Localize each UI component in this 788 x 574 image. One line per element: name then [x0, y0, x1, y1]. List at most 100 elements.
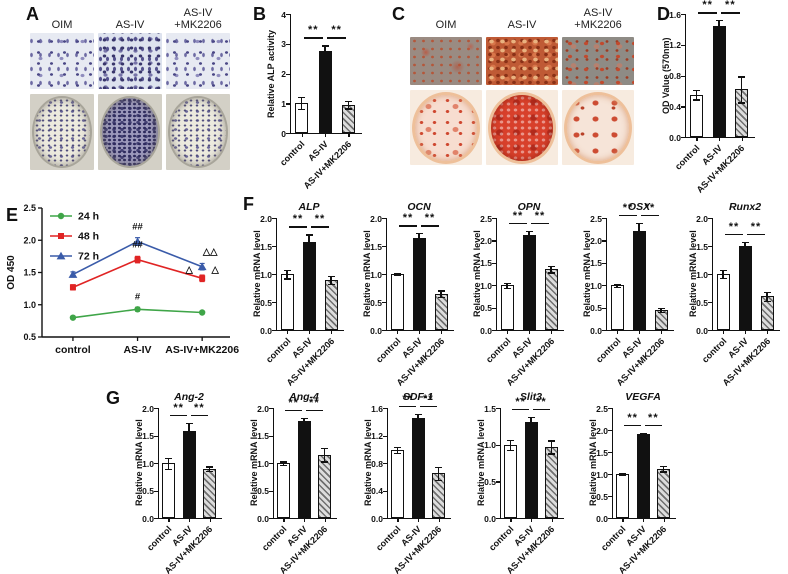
panel-e-label: E — [6, 205, 19, 225]
circle-marker-icon — [69, 314, 77, 321]
vegfa-mrna-chart: VEGFA Relative mRNA level 0.0 0.5 1.0 1.5 2.0 2… — [566, 370, 680, 574]
x-tick — [301, 133, 303, 137]
well-alizarin-asiv — [486, 90, 558, 165]
sig-label: ** — [173, 401, 184, 414]
y-tick — [608, 518, 612, 520]
error-bar — [530, 416, 532, 428]
error-bar-cap — [279, 464, 287, 466]
error-bar — [550, 265, 552, 273]
y-tick — [602, 240, 606, 242]
x-tick — [741, 137, 743, 141]
panel-d-label: D — [657, 4, 670, 24]
y-tick-label: 0.5 — [484, 476, 496, 487]
y-tick-label: 2.0 — [260, 213, 272, 224]
error-bar-cap — [741, 249, 749, 252]
x-tick — [283, 518, 285, 522]
error-bar — [208, 466, 211, 471]
sig-label: ** — [194, 401, 205, 414]
sig-bracket — [533, 408, 550, 411]
well-dish-icon — [99, 95, 161, 169]
error-bar-cap — [635, 222, 643, 225]
error-bar — [642, 433, 644, 436]
sig-label: ** — [423, 392, 434, 405]
bar-AS-IV — [522, 235, 536, 330]
error-bar-cap — [185, 422, 193, 425]
y-axis — [712, 218, 714, 331]
error-bar — [282, 461, 285, 465]
error-bar-cap — [692, 90, 700, 92]
error-bar — [506, 282, 508, 288]
error-bar-cap — [414, 413, 422, 415]
chart-title: OPN — [517, 201, 541, 213]
significance-annotation: △△ — [202, 247, 218, 258]
panel-b-label: B — [253, 4, 266, 24]
error-bar — [330, 275, 332, 284]
triangle-marker-icon — [197, 262, 207, 271]
sig-label: ** — [314, 213, 326, 226]
chart-title: Ang-4 — [289, 391, 319, 403]
error-bar-cap — [327, 275, 335, 277]
panel-c-label: C — [392, 4, 405, 24]
y-tick-label: 1.0 — [480, 280, 492, 291]
error-bar-cap — [206, 466, 214, 468]
panel-c-col-asiv: AS-IV — [507, 19, 537, 32]
error-bar — [347, 101, 350, 109]
bar-control — [390, 274, 404, 330]
error-bar-cap — [660, 466, 668, 468]
error-bar-cap — [415, 233, 423, 235]
x-tick — [189, 518, 191, 522]
growth-curve-plot: 0.5 1.0 1.5 2.0 2.5 OD 450 control AS-IV AS-IV+M… — [6, 203, 239, 356]
y-tick — [608, 430, 612, 432]
error-bar — [323, 448, 326, 462]
y-tick-label: 1.6 — [669, 9, 681, 20]
bar-AS-IV — [712, 25, 726, 137]
bar-control — [280, 274, 294, 330]
chart-title: Runx2 — [728, 201, 762, 213]
y-tick — [286, 14, 290, 16]
y-axis — [496, 218, 498, 331]
sig-bracket — [170, 414, 187, 417]
y-tick — [708, 330, 712, 332]
error-bar-cap — [657, 312, 665, 314]
y-tick — [269, 408, 273, 410]
y-tick-label: 0.0 — [142, 513, 154, 524]
error-bar-cap — [719, 270, 727, 272]
y-tick — [272, 246, 276, 248]
y-tick — [602, 285, 606, 287]
sig-bracket — [698, 12, 717, 14]
y-tick — [492, 218, 496, 220]
y-tick — [492, 330, 496, 332]
x-tick — [348, 133, 350, 137]
triangle-marker-icon — [133, 237, 142, 245]
y-tick — [286, 103, 290, 105]
sig-bracket — [747, 234, 765, 236]
error-bar-cap — [527, 416, 535, 419]
legend-label: 24 h — [78, 211, 99, 223]
sig-label: ** — [292, 213, 304, 226]
circle-marker-icon — [198, 309, 206, 316]
error-bar — [550, 440, 553, 454]
y-tick-label: 1.5 — [23, 268, 36, 278]
error-bar-cap — [206, 470, 214, 472]
sig-label: ** — [728, 221, 740, 234]
sig-bracket — [420, 405, 437, 407]
chart-title: OCN — [407, 201, 431, 213]
chart-title: OSX — [627, 201, 651, 213]
y-tick-label: 0.5 — [480, 303, 492, 314]
y-tick-label: 3 — [281, 39, 286, 50]
y-tick — [383, 463, 387, 465]
bar-AS-IV — [411, 418, 425, 518]
y-tick-label: 0.0 — [480, 325, 492, 336]
y-tick-label: 0.0 — [260, 325, 272, 336]
x-tick — [397, 518, 399, 522]
error-bar-cap — [393, 452, 401, 454]
error-bar-cap — [321, 448, 329, 450]
micrograph-alizarin-oim — [410, 37, 482, 85]
error-bar-cap — [547, 272, 555, 274]
sig-label: ** — [424, 212, 436, 225]
error-bar — [509, 439, 512, 450]
y-tick-label: 2.5 — [596, 403, 608, 414]
error-bar-cap — [657, 307, 665, 309]
sig-label: ** — [512, 209, 524, 222]
error-bar — [695, 90, 698, 100]
